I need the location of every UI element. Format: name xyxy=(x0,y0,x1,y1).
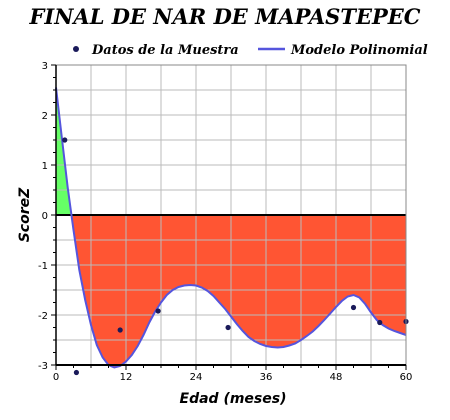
legend: Datos de la Muestra Modelo Polinomial xyxy=(73,43,428,58)
y-tick-label: -1 xyxy=(38,261,48,272)
y-tick-label: 1 xyxy=(42,161,48,172)
polynomial-line xyxy=(55,87,407,369)
fill-above-zero xyxy=(56,87,72,215)
y-axis-label: ScoreZ xyxy=(17,187,33,242)
data-point xyxy=(117,327,123,333)
legend-label-datos: Datos de la Muestra xyxy=(91,43,239,58)
data-point xyxy=(73,369,80,376)
data-point xyxy=(377,319,383,326)
data-point xyxy=(155,308,161,314)
y-tick-label: -2 xyxy=(38,311,48,322)
sample-points xyxy=(62,137,409,376)
y-tick-label: 3 xyxy=(42,61,48,72)
x-tick-label: 48 xyxy=(330,372,343,383)
x-tick-label: 12 xyxy=(120,372,133,383)
x-axis-ticks: 0 12 24 36 48 60 xyxy=(53,365,413,383)
polynomial-curve xyxy=(55,87,407,369)
x-axis-label: Edad (meses) xyxy=(180,391,287,407)
legend-label-modelo: Modelo Polinomial xyxy=(290,43,428,58)
data-point xyxy=(62,137,68,143)
data-point xyxy=(225,324,231,331)
y-tick-label: 0 xyxy=(42,211,48,222)
y-tick-label: 2 xyxy=(42,111,48,122)
fill-below-zero xyxy=(71,215,407,368)
fill-areas xyxy=(56,87,407,368)
x-tick-label: 24 xyxy=(190,372,203,383)
y-tick-label: -3 xyxy=(38,361,48,372)
chart-title: FINAL DE NAR DE MAPASTEPEC xyxy=(28,4,420,29)
x-tick-label: 36 xyxy=(260,372,273,383)
x-tick-label: 60 xyxy=(400,372,413,383)
data-point xyxy=(350,304,357,311)
y-axis-ticks: 3 2 1 0 -1 -2 -3 xyxy=(38,61,56,372)
x-tick-label: 0 xyxy=(53,372,59,383)
legend-marker-datos xyxy=(73,46,79,52)
